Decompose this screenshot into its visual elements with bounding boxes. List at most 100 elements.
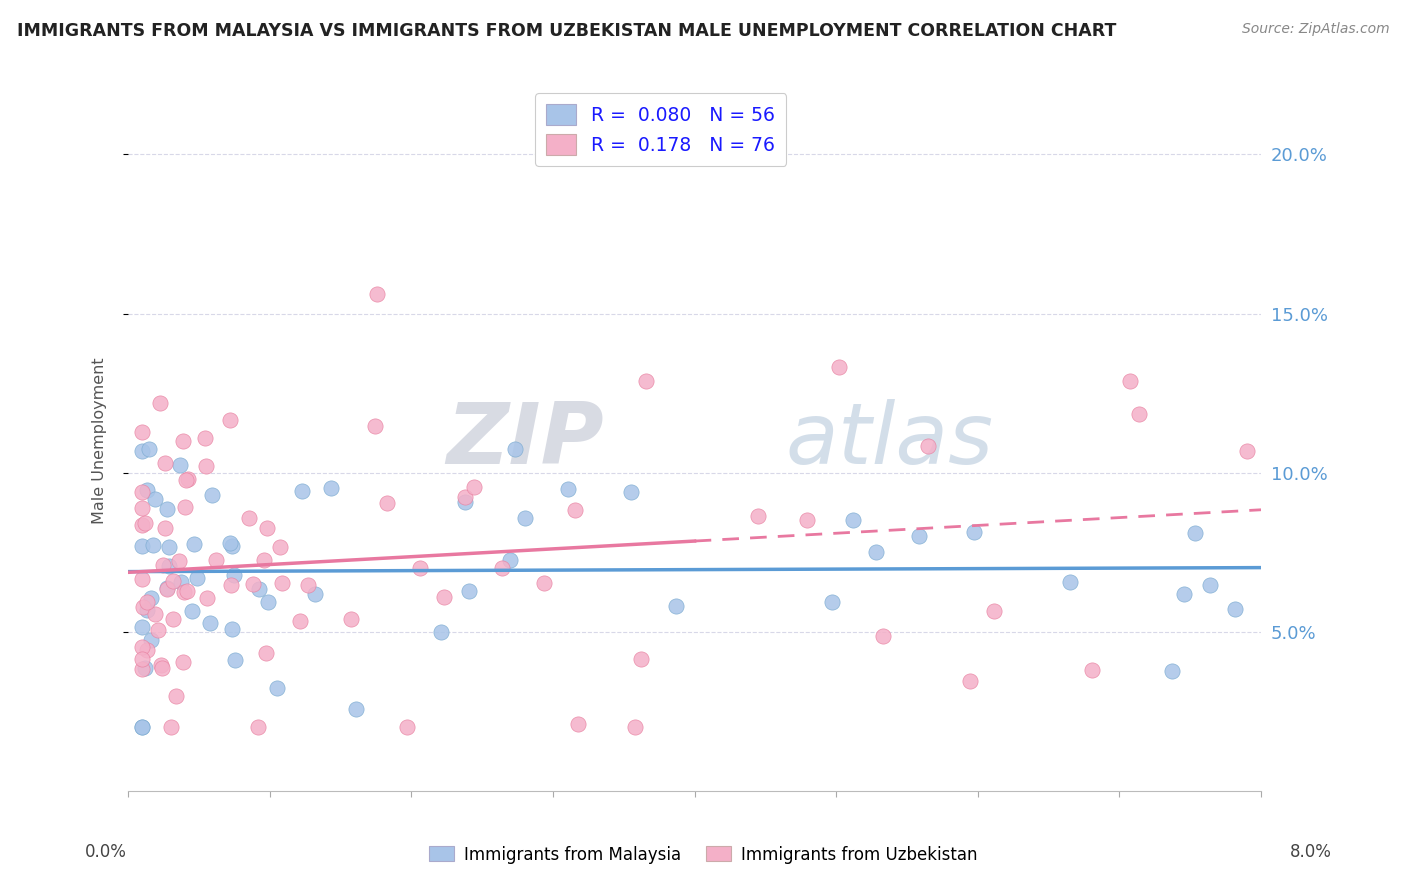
Point <box>499 553 522 567</box>
Point <box>304 587 326 601</box>
Point <box>828 360 851 375</box>
Point <box>131 518 153 533</box>
Point <box>142 538 165 552</box>
Point <box>665 599 688 613</box>
Point <box>156 582 179 596</box>
Point <box>297 578 319 592</box>
Point <box>1081 663 1104 677</box>
Point <box>623 721 645 735</box>
Point <box>198 616 221 631</box>
Point <box>139 632 162 647</box>
Point <box>908 528 931 542</box>
Point <box>162 612 184 626</box>
Point <box>256 595 278 609</box>
Point <box>136 483 159 497</box>
Point <box>872 629 894 643</box>
Point <box>564 503 586 517</box>
Point <box>533 575 555 590</box>
Point <box>173 500 195 515</box>
Point <box>153 456 176 470</box>
Point <box>167 554 190 568</box>
Text: ZIP: ZIP <box>446 400 605 483</box>
Point <box>218 536 240 550</box>
Point <box>567 717 589 731</box>
Point <box>224 567 246 582</box>
Point <box>174 473 197 487</box>
Text: IMMIGRANTS FROM MALAYSIA VS IMMIGRANTS FROM UZBEKISTAN MALE UNEMPLOYMENT CORRELA: IMMIGRANTS FROM MALAYSIA VS IMMIGRANTS F… <box>17 22 1116 40</box>
Point <box>205 553 228 567</box>
Point <box>136 643 159 657</box>
Point <box>195 458 218 473</box>
Point <box>271 576 294 591</box>
Point <box>458 584 481 599</box>
Point <box>463 480 485 494</box>
Point <box>169 458 191 473</box>
Point <box>1236 443 1258 458</box>
Point <box>134 661 156 675</box>
Legend: Immigrants from Malaysia, Immigrants from Uzbekistan: Immigrants from Malaysia, Immigrants fro… <box>422 839 984 871</box>
Point <box>170 574 193 589</box>
Point <box>291 483 314 498</box>
Point <box>173 584 195 599</box>
Point <box>132 600 155 615</box>
Point <box>1128 408 1150 422</box>
Point <box>256 521 278 535</box>
Point <box>319 481 342 495</box>
Point <box>288 614 311 628</box>
Y-axis label: Male Unemployment: Male Unemployment <box>93 358 107 524</box>
Point <box>344 702 367 716</box>
Point <box>148 623 170 637</box>
Point <box>186 571 208 585</box>
Point <box>395 721 418 735</box>
Point <box>166 689 188 703</box>
Point <box>366 287 388 301</box>
Point <box>253 553 276 567</box>
Point <box>433 590 456 604</box>
Point <box>821 595 844 609</box>
Text: 8.0%: 8.0% <box>1289 843 1331 861</box>
Point <box>630 651 652 665</box>
Point <box>269 540 291 554</box>
Point <box>145 607 167 621</box>
Point <box>131 721 153 735</box>
Point <box>155 520 177 534</box>
Point <box>1198 578 1220 592</box>
Point <box>183 537 205 551</box>
Point <box>503 442 526 457</box>
Point <box>429 625 451 640</box>
Text: Source: ZipAtlas.com: Source: ZipAtlas.com <box>1241 22 1389 37</box>
Point <box>254 646 277 660</box>
Point <box>454 495 477 509</box>
Point <box>266 681 288 696</box>
Point <box>156 501 179 516</box>
Point <box>557 482 579 496</box>
Point <box>172 434 194 448</box>
Point <box>152 661 174 675</box>
Point <box>131 721 153 735</box>
Point <box>246 721 269 735</box>
Point <box>221 622 243 636</box>
Point <box>224 652 246 666</box>
Point <box>219 577 242 591</box>
Point <box>247 582 270 596</box>
Point <box>176 584 198 599</box>
Point <box>513 511 536 525</box>
Point <box>221 539 243 553</box>
Point <box>149 396 172 410</box>
Point <box>131 662 153 676</box>
Point <box>177 472 200 486</box>
Point <box>491 561 513 575</box>
Point <box>796 513 818 527</box>
Point <box>156 581 179 595</box>
Point <box>143 492 166 507</box>
Point <box>131 425 153 439</box>
Point <box>201 488 224 502</box>
Point <box>152 558 174 572</box>
Point <box>453 490 475 504</box>
Point <box>195 591 218 605</box>
Text: 0.0%: 0.0% <box>84 843 127 861</box>
Point <box>131 484 153 499</box>
Point <box>242 577 264 591</box>
Point <box>959 674 981 689</box>
Point <box>131 620 153 634</box>
